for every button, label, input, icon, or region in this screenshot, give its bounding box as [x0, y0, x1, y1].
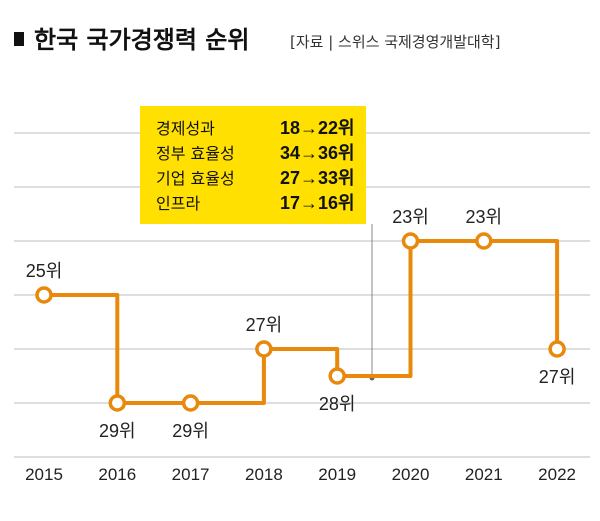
data-point — [181, 394, 200, 412]
x-tick-label: 2020 — [392, 465, 430, 484]
callout-row-value: 18→22위 — [280, 118, 355, 138]
x-tick-label: 2021 — [465, 465, 503, 484]
data-label: 29위 — [172, 421, 209, 441]
x-tick-label: 2017 — [172, 465, 210, 484]
data-label: 27위 — [246, 315, 283, 335]
data-label: 29위 — [99, 421, 136, 441]
callout-row-label: 기업 효율성 — [156, 169, 235, 188]
chart-title: 한국 국가경쟁력 순위 — [34, 26, 249, 54]
data-point — [328, 367, 346, 385]
x-tick-label: 2018 — [245, 465, 283, 484]
data-label: 23위 — [392, 207, 429, 227]
x-tick-label: 2016 — [98, 465, 136, 484]
callout-row-value: 34→36위 — [280, 143, 355, 163]
data-point — [255, 340, 273, 358]
data-point — [401, 232, 420, 250]
callout-row-value: 17→16위 — [280, 193, 355, 213]
callout-row-label: 경제성과 — [156, 119, 215, 138]
data-point — [35, 286, 53, 304]
callout-background — [140, 106, 366, 224]
data-label: 27위 — [539, 367, 576, 387]
rank-step-line — [44, 239, 560, 405]
data-point — [108, 394, 127, 412]
callout-pointer — [369, 224, 375, 381]
data-point — [475, 232, 493, 250]
data-label: 23위 — [466, 207, 503, 227]
callout-row-label: 인프라 — [156, 194, 200, 213]
x-tick-label: 2019 — [318, 465, 356, 484]
x-tick-label: 2022 — [538, 465, 576, 484]
series-line — [44, 239, 560, 405]
callout-row-value: 27→33위 — [280, 168, 355, 188]
title-bullet-icon — [14, 32, 24, 46]
data-labels: 25위 29위 29위 27위 28위 23위 23위 27위 — [26, 207, 576, 441]
data-label: 25위 — [26, 261, 63, 281]
x-tick-label: 2015 — [25, 465, 63, 484]
data-point — [548, 340, 566, 358]
x-axis: 2015 2016 2017 2018 2019 2020 2021 2022 — [25, 465, 576, 484]
callout-row-label: 정부 효율성 — [156, 144, 235, 163]
data-markers — [35, 232, 566, 412]
source-note: [자료 | 스위스 국제경영개발대학] — [290, 33, 500, 51]
data-label: 28위 — [319, 394, 356, 414]
